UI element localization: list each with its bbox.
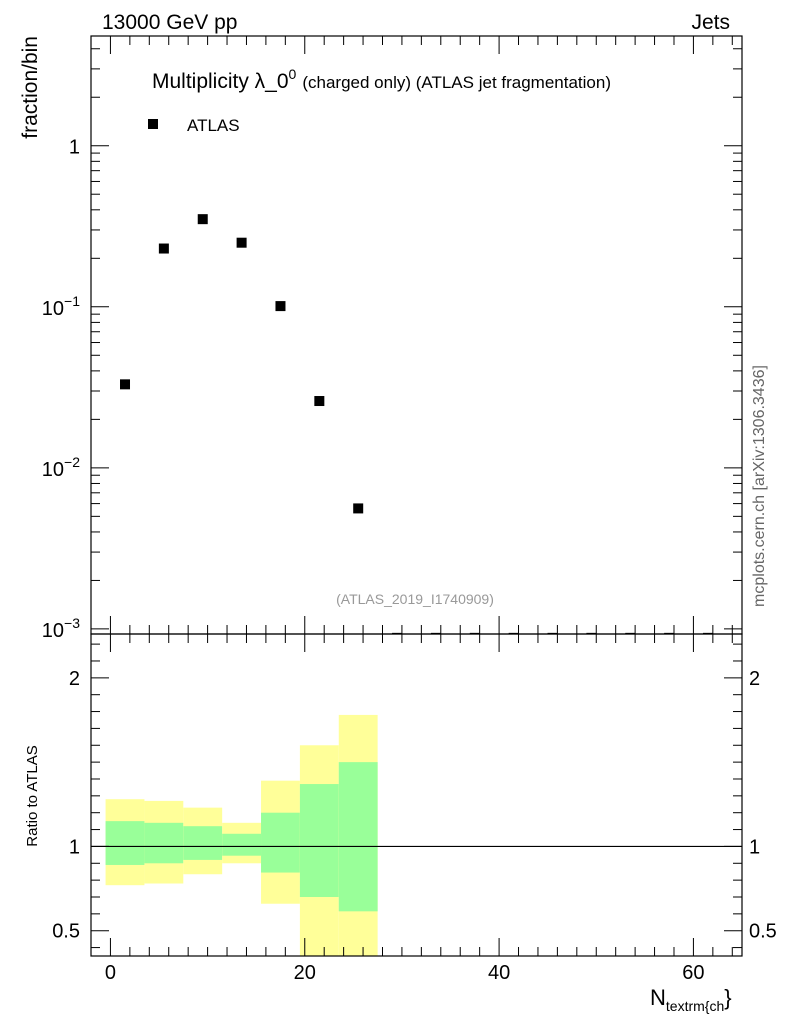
data-point <box>314 396 325 407</box>
inner-band <box>338 762 378 912</box>
ratio-frame <box>90 633 743 957</box>
ratio-y-tick-label-left: 2 <box>69 668 80 690</box>
data-point <box>197 214 208 225</box>
data-point <box>120 379 131 390</box>
y-tick-label: 10−3 <box>42 615 80 642</box>
inner-band <box>144 822 184 864</box>
data-point <box>353 503 364 514</box>
data-point <box>236 237 247 248</box>
main-panel: 1 10−1 10−2 10−3 fraction/bin Multiplicity … <box>19 35 743 642</box>
chart-title-detail: (charged only) (ATLAS jet fragmentation) <box>302 73 611 92</box>
chart-title-superscript: 0 <box>289 66 297 82</box>
x-axis-label: Ntextrm{ch} <box>650 985 732 1014</box>
ratio-y-tick-label-right: 1 <box>749 836 760 858</box>
chart-title-main: Multiplicity λ_0 <box>152 70 289 93</box>
x-tick-labels: 0 20 40 60 <box>105 962 705 984</box>
ratio-y-tick-label-left: 1 <box>69 836 80 858</box>
y-tick-label: 1 <box>69 137 80 159</box>
inner-band <box>222 833 262 856</box>
ratio-panel: 0.5 0.5 1 1 2 2 0 20 40 60 Ratio to ATLAS Ntextr… <box>24 633 777 1014</box>
main-y-tick-labels: 1 10−1 10−2 10−3 <box>42 137 80 642</box>
legend-label: ATLAS <box>187 116 240 135</box>
y-tick-label: 10−1 <box>42 293 80 320</box>
inner-band <box>183 826 223 860</box>
ratio-y-tick-label-right: 0.5 <box>749 921 777 943</box>
energy-label: 13000 GeV pp <box>102 11 237 34</box>
inner-band <box>299 784 339 897</box>
ratio-y-axis-label: Ratio to ATLAS <box>24 745 41 846</box>
x-tick-label: 40 <box>488 962 510 984</box>
legend-marker <box>148 119 158 129</box>
analysis-id: (ATLAS_2019_I1740909) <box>336 591 494 607</box>
inner-band <box>261 812 300 873</box>
ratio-y-tick-labels: 0.5 0.5 1 1 2 2 <box>52 668 777 943</box>
inner-band <box>105 821 145 865</box>
main-axis-ticks <box>91 36 742 634</box>
ratio-y-tick-label-right: 2 <box>749 668 760 690</box>
ratio-axis-ticks <box>91 634 742 956</box>
data-point <box>158 243 169 254</box>
chart-title: Multiplicity λ_00 (charged only) (ATLAS j… <box>152 66 611 93</box>
x-axis-label-subscript: textrm{ch <box>666 998 724 1014</box>
data-point <box>275 301 286 312</box>
x-tick-label: 0 <box>105 962 116 984</box>
y-tick-label: 10−2 <box>42 454 80 481</box>
ratio-uncertainty-bands <box>105 714 378 956</box>
x-tick-label: 60 <box>682 962 704 984</box>
x-tick-label: 20 <box>294 962 316 984</box>
x-axis-label-close: } <box>724 985 731 1010</box>
process-label: Jets <box>691 11 730 34</box>
ratio-y-tick-label-left: 0.5 <box>52 921 80 943</box>
main-y-axis-label: fraction/bin <box>19 36 42 139</box>
main-data-points <box>120 214 713 634</box>
x-axis-label-main: N <box>650 985 666 1010</box>
watermark: mcplots.cern.ch [arXiv:1306.3436] <box>751 365 768 607</box>
